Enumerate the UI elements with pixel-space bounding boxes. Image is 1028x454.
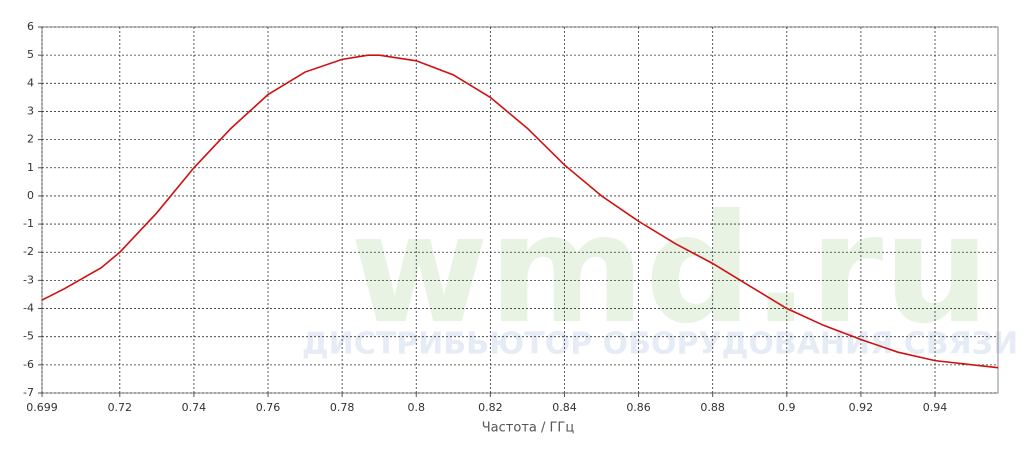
y-tick-label: -1 [23,217,34,230]
x-tick-label: 0.88 [700,401,725,414]
x-tick-label: 0.8 [407,401,425,414]
y-tick-label: -6 [23,358,34,371]
y-tick-label: 4 [27,76,34,89]
y-tick-label: 1 [27,161,34,174]
y-tick-label: 6 [27,20,34,33]
line-series [41,54,999,369]
watermark-tagline: ДИСТРИБЬЮТОР ОБОРУДОВАНИЯ СВЯЗИ [302,327,1018,362]
y-tick-label: 0 [27,189,34,202]
x-tick-label: 0.86 [626,401,651,414]
x-tick-label: 0.74 [182,401,207,414]
x-axis-title: Частота / ГГц [482,421,575,436]
x-tick-label: 0.84 [552,401,577,414]
x-tick-label: 0.76 [256,401,281,414]
x-tick-label: 0.92 [849,401,874,414]
x-tick-label: 0.699 [26,401,58,414]
y-tick-label: 5 [27,48,34,61]
y-tick-label: -4 [23,302,34,315]
y-tick-label: -2 [23,245,34,258]
y-tick-label: -7 [23,386,34,399]
x-tick-label: 0.94 [923,401,948,414]
y-tick-label: 3 [27,104,34,117]
x-tick-label: 0.78 [330,401,355,414]
y-tick-label: 2 [27,133,34,146]
x-tick-label: 0.9 [778,401,796,414]
x-tick-label: 0.72 [108,401,133,414]
y-tick-label: -3 [23,273,34,286]
y-tick-label: -5 [23,330,34,343]
watermark-logo: wmd.ru [350,183,990,357]
x-tick-label: 0.82 [478,401,503,414]
